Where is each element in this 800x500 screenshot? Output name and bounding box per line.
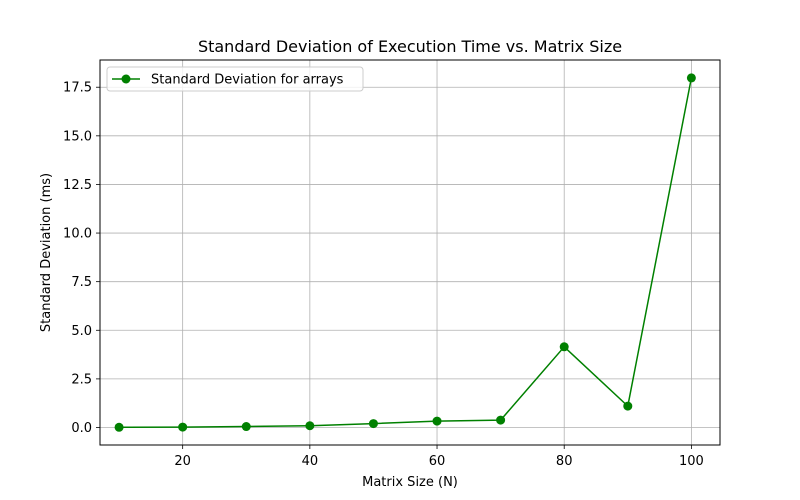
y-tick-label: 10.0	[63, 227, 92, 242]
data-point	[241, 422, 251, 432]
x-axis-label: Matrix Size (N)	[362, 475, 458, 490]
y-tick-label: 15.0	[63, 129, 92, 144]
data-point	[432, 416, 442, 426]
y-tick-label: 17.5	[63, 81, 92, 96]
x-tick-label: 40	[302, 454, 319, 469]
y-tick-label: 12.5	[63, 178, 92, 193]
data-point	[368, 419, 378, 429]
data-point	[623, 401, 633, 411]
data-point	[178, 422, 188, 432]
series-line	[119, 77, 693, 429]
data-point	[114, 422, 124, 432]
legend-label: Standard Deviation for arrays	[151, 73, 344, 88]
y-tick-label: 7.5	[71, 275, 92, 290]
axes: 20 40 60 80 100 0.0 2.5 5.0 7.5 10.0 12.5 15.0 17.5	[63, 81, 704, 469]
data-point	[686, 73, 696, 83]
x-tick-label: 100	[679, 454, 704, 469]
x-tick-label: 80	[556, 454, 573, 469]
y-tick-label: 5.0	[71, 324, 92, 339]
chart-title: Standard Deviation of Execution Time vs.…	[198, 37, 622, 56]
legend-marker-swatch	[121, 74, 131, 84]
data-point	[496, 415, 506, 425]
plot-area-frame	[99, 59, 721, 446]
legend-box	[106, 66, 364, 92]
y-tick-label: 0.0	[71, 421, 92, 436]
data-point	[559, 342, 569, 352]
grid-lines	[100, 60, 720, 445]
data-series	[114, 73, 696, 432]
x-tick-label: 60	[429, 454, 446, 469]
y-axis-label: Standard Deviation (ms)	[39, 173, 54, 332]
y-tick-label: 2.5	[71, 372, 92, 387]
x-tick-label: 20	[174, 454, 191, 469]
data-point	[305, 421, 315, 431]
legend: Standard Deviation for arrays	[106, 66, 364, 92]
